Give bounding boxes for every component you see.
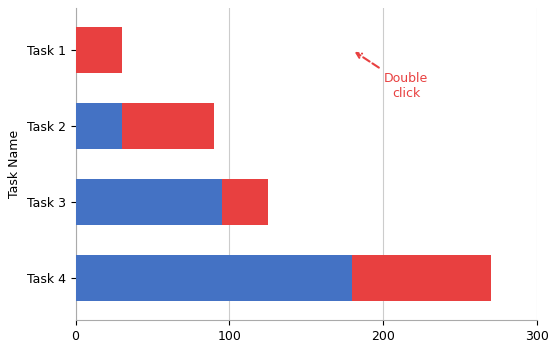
Bar bbox=[76, 103, 122, 149]
Bar bbox=[352, 255, 491, 301]
Y-axis label: Task Name: Task Name bbox=[8, 130, 21, 198]
Bar bbox=[122, 103, 214, 149]
Text: Double
click: Double click bbox=[356, 53, 428, 100]
Bar bbox=[76, 255, 352, 301]
Bar bbox=[222, 179, 268, 225]
Bar bbox=[76, 179, 222, 225]
Bar bbox=[76, 27, 122, 73]
